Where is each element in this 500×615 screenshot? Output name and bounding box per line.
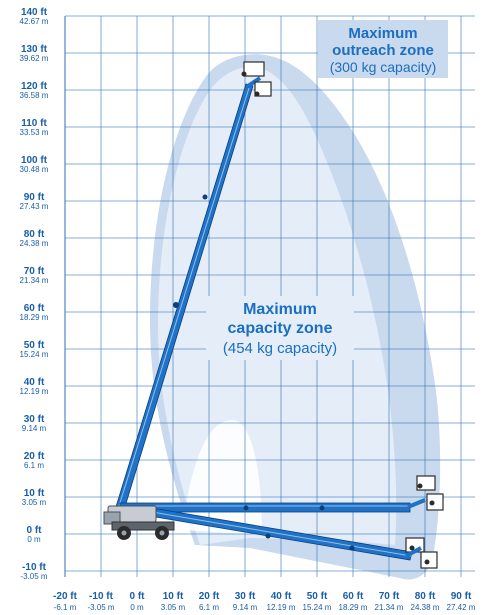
y-tick-label-m: 39.62 m xyxy=(20,54,49,63)
x-tick-label-ft: 20 ft xyxy=(199,591,220,602)
outreach-zone-capacity: (300 kg capacity) xyxy=(330,59,437,75)
x-tick-label-m: 12.19 m xyxy=(267,603,296,612)
capacity-zone-title-line1: Maximum xyxy=(243,301,317,318)
y-tick-label-m: 12.19 m xyxy=(20,387,49,396)
x-tick-label-m: 0 m xyxy=(130,603,144,612)
boom-lower-pin xyxy=(265,533,271,539)
x-tick-label-ft: 0 ft xyxy=(130,591,146,602)
outreach-zone-label: Maximum outreach zone (300 kg capacity) xyxy=(318,20,448,78)
y-tick-label-m: 9.14 m xyxy=(22,424,47,433)
chassis xyxy=(103,505,175,540)
x-tick-label-ft: -10 ft xyxy=(89,591,114,602)
y-tick-label-m: 27.43 m xyxy=(20,202,49,211)
wheel-rear-hub xyxy=(121,530,127,536)
boom-horizontal-pin xyxy=(243,505,249,511)
boom-lower-highlight xyxy=(151,511,412,557)
x-tick-label-m: -6.1 m xyxy=(54,603,77,612)
boom-vertical-highlight xyxy=(118,87,250,507)
x-tick-label-m: 9.14 m xyxy=(233,603,258,612)
y-tick-label-ft: 130 ft xyxy=(21,44,48,55)
x-tick-label-ft: 90 ft xyxy=(451,591,472,602)
outreach-zone-title-line2: outreach zone xyxy=(332,42,434,59)
capacity-zone-capacity: (454 kg capacity) xyxy=(223,340,337,357)
x-tick-label-ft: 30 ft xyxy=(235,591,256,602)
boom-vertical xyxy=(114,61,272,511)
x-tick-label-m: 3.05 m xyxy=(161,603,186,612)
y-tick-label-ft: 10 ft xyxy=(24,488,45,499)
basket-top xyxy=(243,61,265,77)
operator-head-lower xyxy=(424,559,430,565)
x-tick-label-ft: 80 ft xyxy=(415,591,436,602)
x-axis-labels: -20 ft-6.1 m -10 ft-3.05 m 0 ft0 m 10 ft3.0… xyxy=(53,591,476,612)
basket-lower-b xyxy=(420,551,438,569)
basket-right-b xyxy=(426,493,444,511)
x-tick-label-ft: 50 ft xyxy=(307,591,328,602)
outreach-zone-label-bg xyxy=(318,20,448,78)
operator-head-lower xyxy=(409,545,415,551)
y-tick-label-m: 3.05 m xyxy=(22,498,47,507)
x-tick-label-m: 21.34 m xyxy=(375,603,404,612)
x-tick-label-m: 27.42 m xyxy=(447,603,476,612)
x-tick-label-ft: 70 ft xyxy=(379,591,400,602)
y-tick-label-ft: 60 ft xyxy=(24,303,45,314)
outreach-zone-title-line1: Maximum xyxy=(348,25,417,42)
y-tick-label-ft: 80 ft xyxy=(24,229,45,240)
y-tick-label-m: 0 m xyxy=(27,535,41,544)
x-tick-label-ft: 60 ft xyxy=(343,591,364,602)
y-tick-label-ft: 50 ft xyxy=(24,340,45,351)
boom-horizontal xyxy=(119,475,444,513)
boom-vertical-pin xyxy=(173,302,179,308)
x-tick-label-ft: -20 ft xyxy=(53,591,78,602)
y-tick-label-m: 18.29 m xyxy=(20,313,49,322)
x-tick-label-m: -3.05 m xyxy=(87,603,114,612)
wheel-front-hub xyxy=(159,530,165,536)
x-tick-label-m: 24.38 m xyxy=(411,603,440,612)
y-tick-label-ft: 40 ft xyxy=(24,377,45,388)
x-tick-label-ft: 10 ft xyxy=(163,591,184,602)
jib-top xyxy=(246,76,262,88)
capacity-zone-label-bg xyxy=(206,296,354,360)
y-tick-label-m: 6.1 m xyxy=(24,461,44,470)
y-tick-label-m: 21.34 m xyxy=(20,276,49,285)
chassis-frame xyxy=(111,521,175,531)
jib-right xyxy=(407,498,426,509)
boom-horizontal-pin xyxy=(319,505,325,511)
y-tick-label-m: 30.48 m xyxy=(20,165,49,174)
y-tick-label-m: 42.67 m xyxy=(20,17,49,26)
y-tick-label-ft: 140 ft xyxy=(21,7,48,18)
y-tick-label-ft: 110 ft xyxy=(21,118,47,129)
y-tick-label-m: 15.24 m xyxy=(20,350,49,359)
y-tick-label-m: -3.05 m xyxy=(20,572,47,581)
y-tick-label-ft: -10 ft xyxy=(22,562,47,573)
boom-lower-pin xyxy=(349,545,355,551)
boom-vertical-pin xyxy=(202,194,208,200)
boom-lower xyxy=(149,507,438,569)
jib-lower xyxy=(405,546,422,558)
x-tick-label-ft: 40 ft xyxy=(271,591,292,602)
y-tick-label-m: 33.53 m xyxy=(20,128,49,137)
y-tick-label-ft: 20 ft xyxy=(24,451,45,462)
y-tick-label-ft: 70 ft xyxy=(24,266,45,277)
capacity-zone-label: Maximum capacity zone (454 kg capacity) xyxy=(206,296,354,360)
capacity-zone-title-line2: capacity zone xyxy=(228,320,333,337)
x-tick-label-m: 6.1 m xyxy=(199,603,219,612)
y-tick-label-ft: 100 ft xyxy=(21,155,48,166)
y-tick-label-ft: 120 ft xyxy=(21,81,48,92)
operator-head-right xyxy=(417,483,423,489)
y-tick-label-ft: 90 ft xyxy=(24,192,45,203)
operator-head-top xyxy=(254,91,260,97)
operator-head-right xyxy=(429,500,435,506)
aerial-lift xyxy=(103,61,444,569)
y-tick-label-m: 36.58 m xyxy=(20,91,49,100)
y-tick-label-m: 24.38 m xyxy=(20,239,49,248)
y-tick-label-ft: 0 ft xyxy=(27,525,43,536)
x-tick-label-m: 15.24 m xyxy=(303,603,332,612)
y-tick-label-ft: 30 ft xyxy=(24,414,45,425)
x-tick-label-m: 18.29 m xyxy=(339,603,368,612)
operator-head-top xyxy=(241,71,247,77)
